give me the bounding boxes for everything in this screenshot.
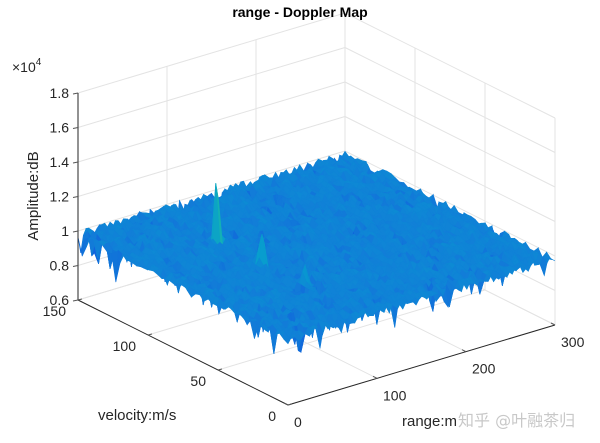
grid-line-z <box>344 47 556 153</box>
grid-line-z <box>77 47 346 128</box>
grid-line-y <box>217 289 486 371</box>
grid-line-z <box>344 116 556 222</box>
grid-line-z <box>77 116 346 197</box>
grid-line-z <box>77 150 346 232</box>
surface <box>77 150 556 355</box>
grid-line-z <box>344 81 556 188</box>
grid-line-z <box>77 12 346 94</box>
grid-line-z <box>344 150 556 257</box>
grid-line-z <box>344 12 556 119</box>
grid-line-z <box>77 81 346 163</box>
